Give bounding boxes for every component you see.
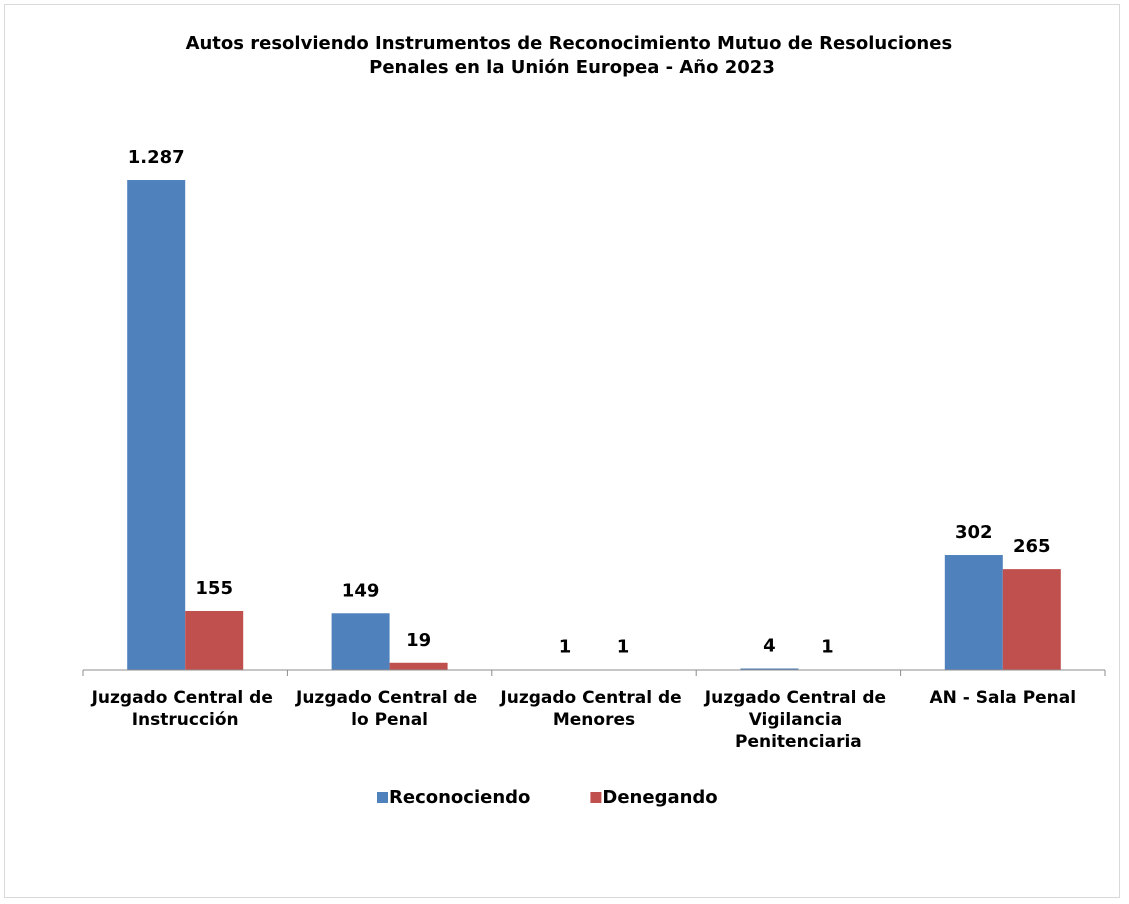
bar [944, 555, 1003, 670]
bar [1002, 569, 1061, 670]
data-label: 1.287 [128, 147, 185, 168]
data-label: 1 [617, 637, 630, 658]
data-label: 149 [342, 580, 380, 601]
legend-label: Denegando [602, 787, 717, 808]
x-tick-label: Juzgado Central de Vigilancia Penitencia… [704, 688, 892, 752]
data-label: 302 [955, 522, 993, 543]
x-tick-label: Juzgado Central de Menores [499, 688, 687, 730]
data-label: 1 [821, 637, 834, 658]
data-label: 265 [1013, 536, 1051, 557]
data-label: 19 [406, 630, 431, 651]
data-label: 4 [763, 635, 776, 656]
bar [740, 668, 799, 670]
chart-title: Autos resolviendo Instrumentos de Recono… [186, 33, 959, 78]
legend-label: Reconociendo [389, 787, 530, 808]
bar [389, 662, 448, 670]
x-tick-label: AN - Sala Penal [929, 688, 1076, 708]
chart-border [4, 4, 1120, 898]
bar [127, 180, 186, 670]
x-tick-label: Juzgado Central de lo Penal [295, 688, 483, 730]
bar [185, 610, 244, 670]
data-label: 1 [559, 637, 572, 658]
x-tick-label: Juzgado Central de Instrucción [91, 688, 279, 730]
legend-swatch [590, 792, 602, 803]
data-label: 155 [195, 578, 233, 599]
bar [331, 613, 390, 670]
legend-swatch [377, 792, 388, 803]
